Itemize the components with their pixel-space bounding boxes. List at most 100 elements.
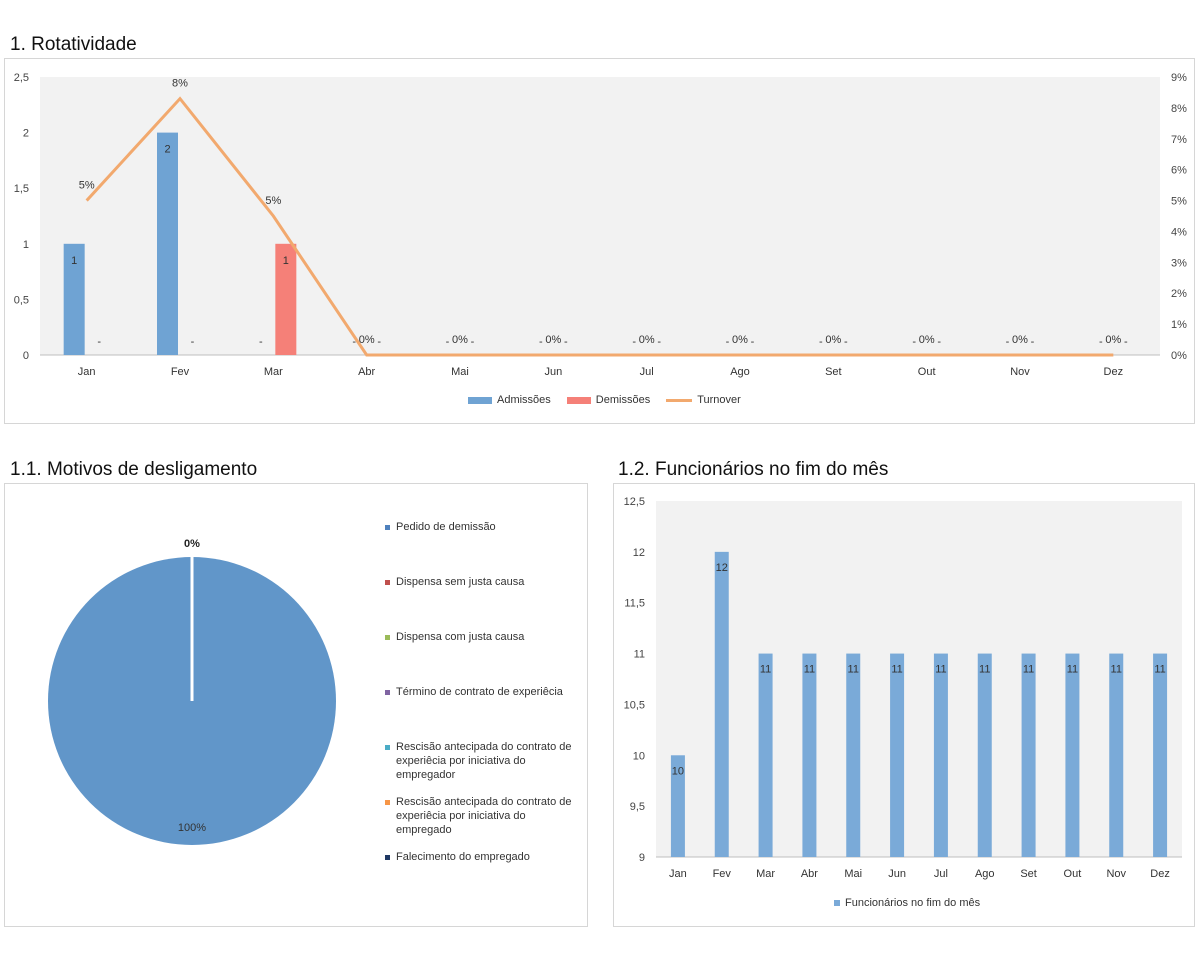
plot-area xyxy=(656,501,1182,857)
bar-label-funcionarios: 11 xyxy=(1067,664,1078,676)
bar-label-demissoes: - xyxy=(97,336,101,348)
turnover-point-label: 0% xyxy=(359,334,375,346)
x-tick-label: Ago xyxy=(730,366,750,378)
turnover-point-label: 0% xyxy=(732,334,748,346)
y-tick-label: 10,5 xyxy=(624,699,645,711)
motivos-pie-chart: 100% 0% xyxy=(48,538,336,845)
bar-label-funcionarios: 11 xyxy=(1154,664,1165,676)
turnover-point-label: 0% xyxy=(1105,334,1121,346)
y-tick-label: 9 xyxy=(639,852,645,864)
x-tick-label: Fev xyxy=(713,868,732,880)
bar-label-demissoes: - xyxy=(937,336,941,348)
legend-swatch xyxy=(385,690,390,695)
legend-label: Término de contrato de experiêcia xyxy=(396,686,563,698)
y2-tick-label: 8% xyxy=(1171,103,1187,115)
section-title-motivos: 1.1. Motivos de desligamento xyxy=(10,459,258,480)
bar-label-demissoes: 1 xyxy=(283,255,289,267)
turnover-point-label: 0% xyxy=(639,334,655,346)
y-tick-label: 1 xyxy=(23,239,29,251)
bar-label-admissoes: - xyxy=(912,336,916,348)
y2-tick-label: 3% xyxy=(1171,257,1187,269)
x-tick-label: Mai xyxy=(844,868,862,880)
y2-tick-label: 6% xyxy=(1171,165,1187,177)
bar-funcionarios xyxy=(714,551,729,857)
y-tick-label: 0 xyxy=(23,350,29,362)
x-tick-label: Dez xyxy=(1104,366,1124,378)
bar-funcionarios xyxy=(1153,653,1168,857)
legend-swatch-turnover xyxy=(666,398,693,402)
y-tick-label: 2,5 xyxy=(14,72,29,84)
y2-tick-label: 1% xyxy=(1171,319,1187,331)
bar-label-funcionarios: 11 xyxy=(979,664,990,676)
bar-demissoes xyxy=(275,243,297,355)
bar-label-admissoes: - xyxy=(1099,336,1103,348)
x-tick-label: Dez xyxy=(1150,868,1170,880)
bar-label-demissoes: - xyxy=(1124,336,1128,348)
bar-funcionarios xyxy=(758,653,773,857)
bar-admissoes xyxy=(63,243,85,355)
legend-swatch xyxy=(385,855,390,860)
legend-swatch-funcionarios xyxy=(834,900,840,906)
bar-label-funcionarios: 11 xyxy=(1111,664,1122,676)
bar-funcionarios xyxy=(933,653,948,857)
bar-label-demissoes: - xyxy=(751,336,755,348)
bar-label-admissoes: - xyxy=(726,336,730,348)
y2-tick-label: 9% xyxy=(1171,72,1187,84)
bar-funcionarios xyxy=(1109,653,1124,857)
legend-swatch xyxy=(385,745,390,750)
bar-funcionarios xyxy=(846,653,861,857)
x-tick-label: Nov xyxy=(1106,868,1126,880)
bar-label-funcionarios: 11 xyxy=(848,664,859,676)
x-tick-label: Mai xyxy=(451,366,469,378)
legend-label: Rescisão antecipada do contrato de exper… xyxy=(396,741,572,781)
y2-tick-label: 0% xyxy=(1171,350,1187,362)
legend-label-turnover: Turnover xyxy=(697,394,741,406)
legend-label: Dispensa com justa causa xyxy=(396,631,525,643)
legend-label: Dispensa sem justa causa xyxy=(396,576,525,588)
bar-funcionarios xyxy=(890,653,905,857)
legend-item-motivo: Rescisão antecipada do contrato de exper… xyxy=(385,795,575,837)
bar-label-admissoes: 2 xyxy=(164,144,170,156)
x-tick-label: Set xyxy=(825,366,842,378)
legend-item-motivo: Pedido de demissão xyxy=(385,520,496,534)
y2-tick-label: 2% xyxy=(1171,288,1187,300)
bar-funcionarios xyxy=(977,653,992,857)
bar-label-demissoes: - xyxy=(844,336,848,348)
bar-label-funcionarios: 10 xyxy=(672,765,684,777)
bar-label-funcionarios: 11 xyxy=(935,664,946,676)
x-tick-label: Nov xyxy=(1010,366,1030,378)
funcionarios-legend: Funcionários no fim do mês xyxy=(834,897,980,909)
funcionarios-chart: 9 9,5 10 10,5 11 11,5 12 12,5 10 Jan 12 Fev 11 Mar 11 A… xyxy=(624,496,1182,880)
bar-label-admissoes: - xyxy=(352,336,356,348)
legend-item-turnover: Turnover xyxy=(666,394,741,406)
x-tick-label: Mar xyxy=(264,366,283,378)
bar-label-demissoes: - xyxy=(377,336,381,348)
legend-item-motivo: Dispensa sem justa causa xyxy=(385,575,524,589)
y-tick-label: 11 xyxy=(634,649,645,661)
bar-label-funcionarios: 11 xyxy=(804,664,815,676)
legend-label-admissoes: Admissões xyxy=(497,394,551,406)
turnover-point-label: 5% xyxy=(265,195,281,207)
x-tick-label: Jan xyxy=(78,366,96,378)
bar-label-demissoes: - xyxy=(471,336,475,348)
bar-label-demissoes: - xyxy=(191,336,195,348)
bar-label-admissoes: - xyxy=(1006,336,1010,348)
legend-label: Pedido de demissão xyxy=(396,521,496,533)
x-tick-label: Fev xyxy=(171,366,190,378)
y-tick-label: 11,5 xyxy=(624,598,645,610)
legend-swatch-demissoes xyxy=(566,396,591,404)
y-tick-label: 1,5 xyxy=(14,183,29,195)
x-tick-label: Jul xyxy=(934,868,948,880)
legend-item-demissoes: Demissões xyxy=(566,394,650,406)
bar-label-demissoes: - xyxy=(657,336,661,348)
x-tick-label: Abr xyxy=(358,366,375,378)
y-tick-label: 9,5 xyxy=(630,801,645,813)
bar-label-admissoes: - xyxy=(446,336,450,348)
legend-item-motivo: Término de contrato de experiêcia xyxy=(385,685,563,699)
legend-item-motivo: Dispensa com justa causa xyxy=(385,630,524,644)
x-tick-label: Set xyxy=(1020,868,1037,880)
section-title-rotatividade: 1. Rotatividade xyxy=(10,34,137,55)
section-title-funcionarios: 1.2. Funcionários no fim do mês xyxy=(618,459,889,480)
pie-label-main: 100% xyxy=(178,822,206,834)
turnover-point-label: 0% xyxy=(919,334,935,346)
